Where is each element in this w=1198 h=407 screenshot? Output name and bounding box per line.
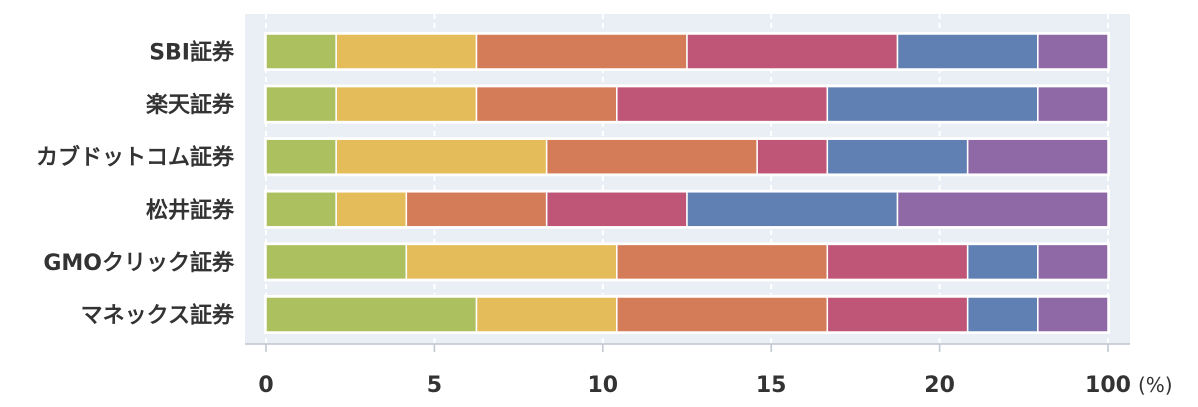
bar-segment (265, 33, 337, 70)
bar-segment (405, 191, 548, 228)
bar-segment (686, 33, 899, 70)
bar-segment (826, 243, 969, 281)
bar-segment (545, 138, 758, 175)
bar-segment (896, 191, 1109, 228)
bars (264, 32, 1110, 334)
x-tick-label: 20 (924, 373, 955, 398)
bar-segment (1037, 296, 1109, 333)
x-tick-labels: 0 5 10 15 20 100 (258, 344, 1131, 398)
bar-segment (265, 191, 337, 228)
category-label: 楽天証券 (146, 92, 235, 118)
bar-segment (405, 243, 618, 281)
bar-segment (1037, 85, 1109, 123)
bar-segment (335, 85, 478, 123)
x-tick-label: 5 (427, 373, 442, 398)
bar-segment (1037, 243, 1109, 281)
bar-segment (265, 243, 408, 281)
bar-segment (335, 138, 548, 175)
bar-segment (265, 138, 337, 175)
bar-segment (475, 33, 688, 70)
bar-segment (826, 296, 969, 333)
x-tick-label: 10 (587, 373, 618, 398)
x-tick-label: 0 (258, 373, 273, 398)
category-label: マネックス証券 (81, 303, 235, 329)
bar-segment (966, 138, 1109, 175)
x-tick-label: 100 (1085, 373, 1131, 398)
bar-segment (616, 296, 829, 333)
category-label: GMOクリック証券 (43, 250, 235, 276)
bar-segment (335, 191, 408, 228)
bar-segment (616, 243, 829, 281)
bar-segment (335, 33, 478, 70)
bar-segment (265, 296, 478, 333)
bar-segment (826, 85, 1039, 123)
bar-segment (756, 138, 829, 175)
bar-segment (686, 191, 899, 228)
bar-segment (545, 191, 688, 228)
bar-segment (826, 138, 969, 175)
bar-segment (1037, 33, 1109, 70)
bar-segment (966, 296, 1039, 333)
category-label: SBI証券 (149, 40, 235, 66)
bar-segment (265, 85, 337, 123)
bar-segment (966, 243, 1039, 281)
x-tick-label: 15 (756, 373, 787, 398)
bar-segment (475, 296, 618, 333)
bar-segment (896, 33, 1039, 70)
category-label: カブドットコム証券 (36, 145, 235, 171)
category-label: 松井証券 (146, 197, 235, 223)
bar-segment (475, 85, 618, 123)
bar-segment (616, 85, 829, 123)
x-unit-label: (%) (1138, 373, 1173, 397)
